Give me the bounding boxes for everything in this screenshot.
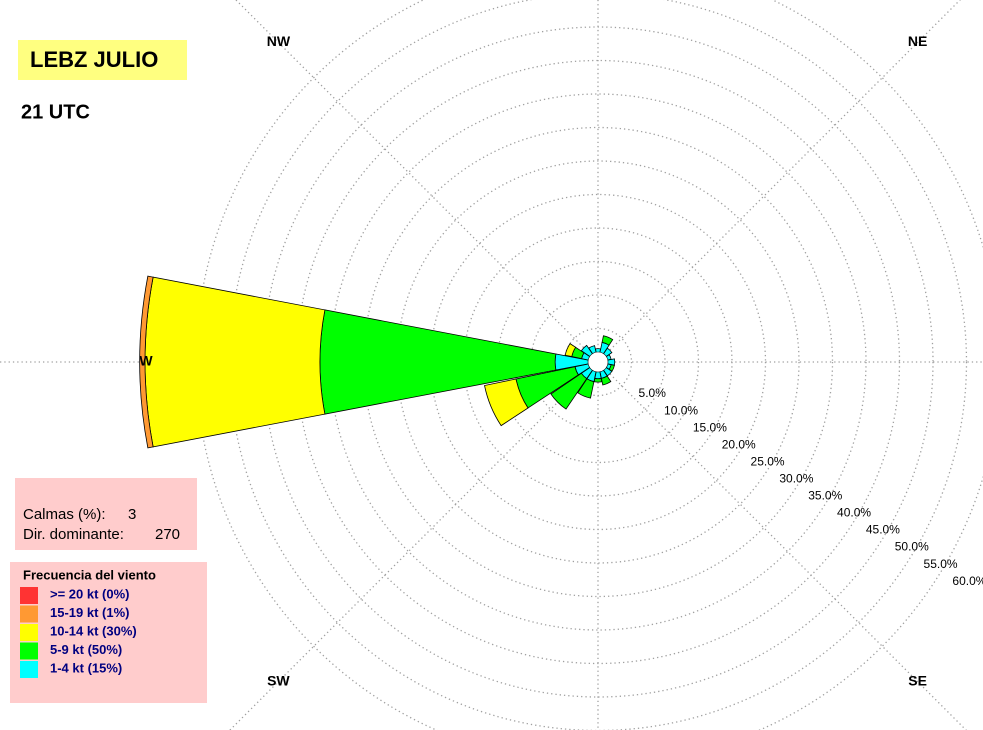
legend-label: 15-19 kt (1%) [50,605,129,620]
wedge [600,375,612,386]
legend-title: Frecuencia del viento [23,567,156,582]
legend-label: >= 20 kt (0%) [50,586,130,601]
legend-swatch [20,605,38,623]
grid-ring [429,193,767,531]
wedge [139,275,154,449]
r-tick-label: 20.0% [722,437,756,451]
legend-box [10,562,207,703]
legend-label: 10-14 kt (30%) [50,623,137,638]
legend-swatch [20,587,38,604]
calms-value: 3 [128,506,136,523]
grid-ring [262,26,934,698]
wedge [593,377,603,383]
direction-label: SW [267,672,290,688]
legend-swatch [20,661,38,678]
calms-label: Calmas (%): [23,506,106,523]
r-tick-label: 50.0% [895,540,929,554]
direction-label: NW [267,33,291,49]
grid-ring [396,160,800,564]
r-tick-label: 60.0% [952,574,983,588]
wedge [577,378,595,399]
grid-ring [563,327,633,397]
wedge [564,343,577,358]
chart-subtitle: 21 UTC [21,101,90,123]
legend: >= 20 kt (0%) 15-19 kt (1%) 10-14 kt (30%)… [20,586,137,678]
legend-swatch [20,642,38,660]
title-box [18,40,187,80]
grid-ring [496,260,700,464]
r-tick-label: 5.0% [639,386,667,400]
r-tick-label: 15.0% [693,420,727,434]
labels: 5.0% 10.0% 15.0% 20.0% 25.0% 30.0% 35.0% 40.0% 4… [139,33,983,688]
chart-title: LEBZ JULIO [30,47,158,72]
r-tick-label: 40.0% [837,506,871,520]
center-circle [587,351,609,373]
bars [139,275,616,449]
r-tick-label: 30.0% [779,472,813,486]
r-tick-label: 10.0% [664,403,698,417]
legend-label: 5-9 kt (50%) [50,642,122,657]
stats-box [15,478,197,550]
wedge [484,378,529,427]
r-tick-label: 45.0% [866,523,900,537]
wedge [550,372,588,410]
grid-ring [463,227,733,497]
wedge [601,335,614,346]
r-tick-label: 35.0% [808,489,842,503]
grid-ring [329,93,867,631]
r-tick-label: 55.0% [924,557,958,571]
direction-label: W [139,353,153,369]
legend-label: 1-4 kt (15%) [50,660,122,675]
dominant-label: Dir. dominante: [23,526,124,543]
legend-swatch [20,624,38,641]
grid-ring [530,294,666,430]
wedge [144,276,326,448]
r-tick-label: 25.0% [751,454,785,468]
dominant-value: 270 [155,526,180,543]
direction-label: SE [908,672,927,688]
direction-label: NE [908,33,927,49]
